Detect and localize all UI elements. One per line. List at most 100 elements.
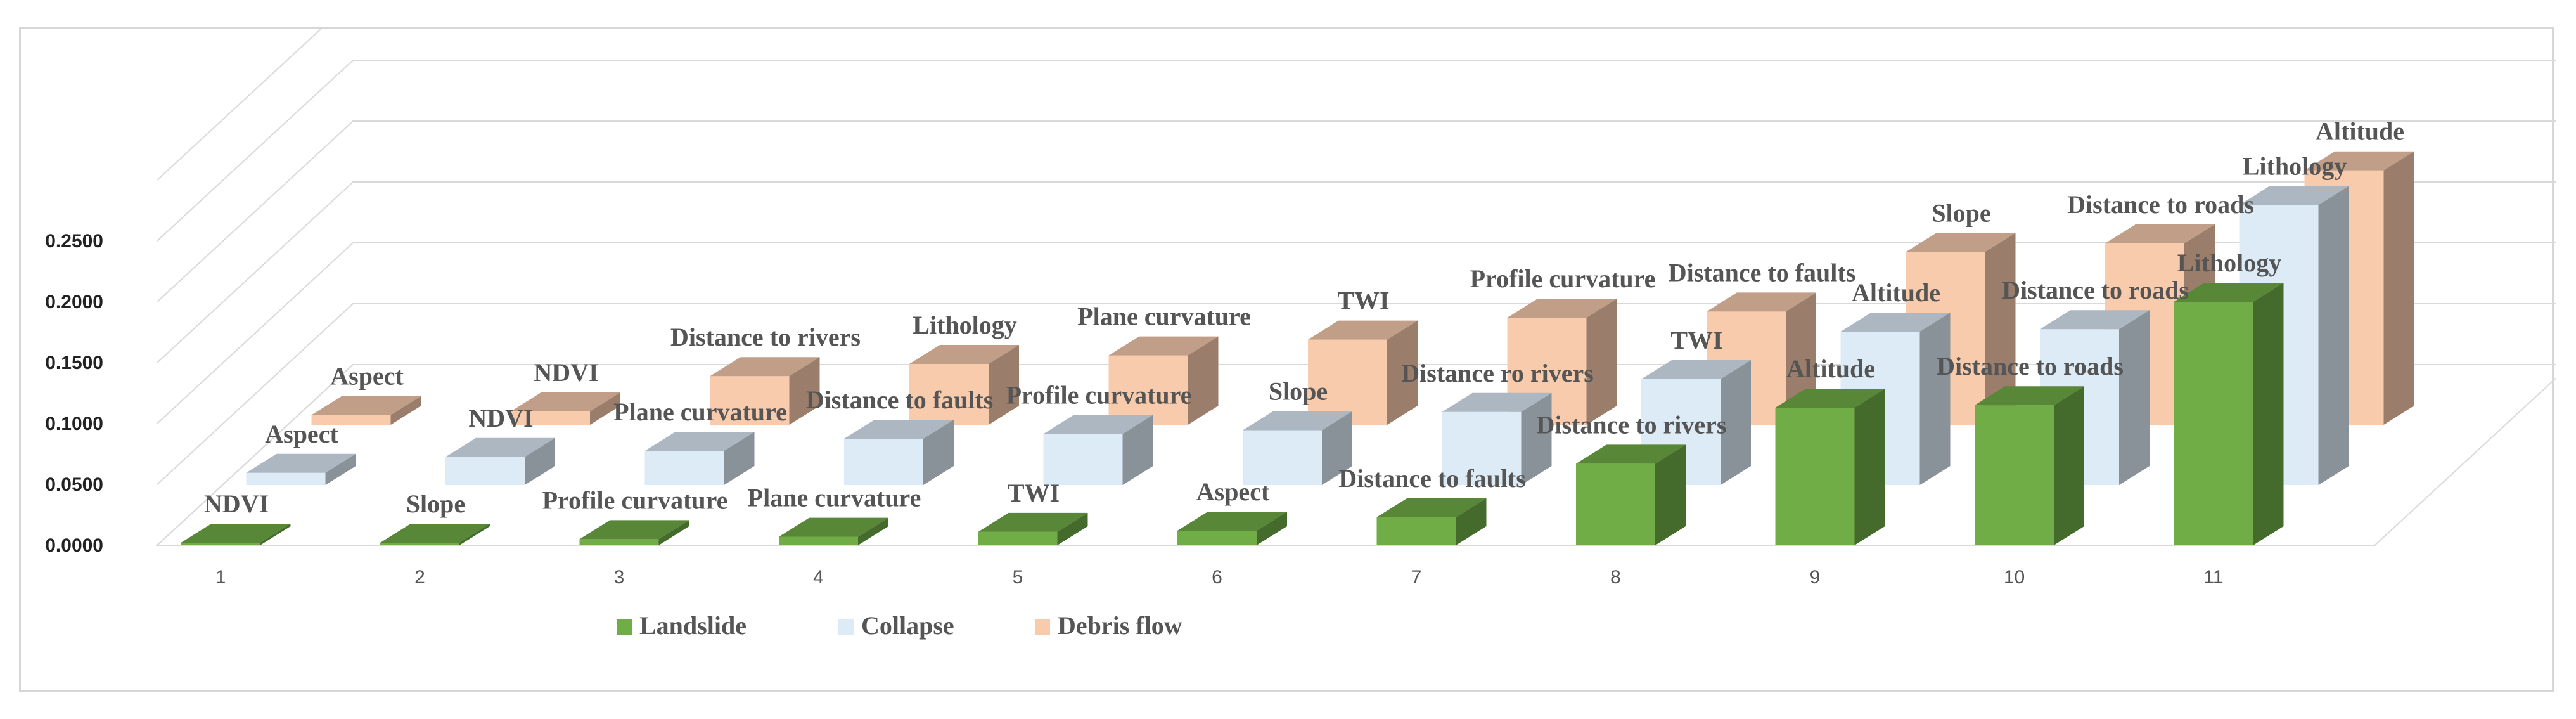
- bar-debris-flow: [511, 392, 620, 425]
- bar-side-face: [390, 396, 421, 425]
- bar-top-face: [1707, 292, 1816, 312]
- bar-collapse: [844, 420, 954, 485]
- bar-debris-flow: [1308, 320, 1418, 425]
- data-label: NDVI: [468, 404, 533, 432]
- bar-side-face: [2383, 151, 2414, 425]
- bar-debris-flow: [1108, 336, 1219, 425]
- data-label: Distance to roads: [2067, 190, 2254, 219]
- bar-landslide: [1775, 389, 1885, 545]
- bar-landslide: [1376, 498, 1487, 545]
- data-label: Distance to faults: [806, 385, 994, 414]
- bar-top-face: [511, 392, 620, 411]
- data-label: TWI: [1337, 287, 1389, 315]
- bar-side-face: [658, 520, 689, 545]
- bar-top-face: [1507, 299, 1617, 318]
- bar-landslide: [779, 517, 888, 545]
- category-label: 1: [215, 567, 226, 588]
- data-label: Distance to roads: [1937, 352, 2124, 380]
- bar-top-face: [2239, 186, 2349, 205]
- grid-layer: [155, 29, 2556, 546]
- bar-collapse: [1043, 415, 1153, 485]
- bar-front-face: [311, 415, 391, 425]
- bar-side-face: [1387, 320, 1418, 425]
- y-tick-label: 0.0500: [45, 474, 103, 495]
- bar-side-face: [1057, 512, 1088, 545]
- bar-collapse: [644, 432, 755, 485]
- category-label: 4: [813, 567, 824, 588]
- bar-side-face: [1655, 444, 1686, 545]
- bar-top-face: [1775, 389, 1885, 408]
- bar-side-face: [1122, 415, 1153, 485]
- bar-collapse: [246, 453, 356, 485]
- bar-top-face: [2174, 283, 2284, 302]
- data-label: Lithology: [913, 311, 1016, 339]
- bar-front-face: [779, 536, 858, 545]
- legend: Landslide Collapse Debris flow: [617, 611, 1182, 640]
- bar-top-face: [1906, 233, 2016, 252]
- data-label: Lithology: [2243, 152, 2347, 180]
- data-label: TWI: [1008, 479, 1060, 507]
- gridline: [157, 303, 2556, 485]
- bar-top-face: [1376, 498, 1487, 517]
- data-label: TWI: [1670, 326, 1722, 354]
- bar-front-face: [1108, 355, 1188, 425]
- bar-front-face: [579, 539, 659, 545]
- bar-top-face: [246, 453, 356, 473]
- bar-landslide: [579, 520, 689, 545]
- bar-side-face: [2054, 386, 2084, 545]
- bar-side-face: [923, 420, 954, 485]
- category-label: 5: [1013, 567, 1023, 588]
- bar-front-face: [1442, 411, 1522, 485]
- bar-top-face: [1177, 512, 1287, 531]
- bar-top-face: [2040, 310, 2150, 330]
- bar-front-face: [644, 451, 724, 485]
- y-tick-label: 0.0000: [45, 535, 103, 556]
- data-label: Aspect: [265, 420, 338, 448]
- bar-front-face: [844, 439, 923, 485]
- data-label: Distance to roads: [2002, 276, 2189, 304]
- gridline: [157, 181, 2556, 363]
- bar-top-face: [1975, 386, 2084, 406]
- data-label: Slope: [1269, 377, 1328, 406]
- bar-side-face: [590, 392, 620, 425]
- data-label: Aspect: [1196, 477, 1270, 506]
- bar-front-face: [1308, 339, 1387, 425]
- bar-side-face: [1985, 233, 2016, 425]
- bar-top-face: [380, 524, 490, 543]
- bar-front-face: [1576, 463, 1655, 545]
- bar-top-face: [1243, 411, 1352, 431]
- gridline: [157, 29, 323, 181]
- data-label: NDVI: [204, 489, 269, 518]
- bar-side-face: [260, 524, 291, 545]
- bar-side-face: [2318, 186, 2349, 485]
- bar-front-face: [978, 531, 1058, 545]
- bar-side-face: [1456, 498, 1487, 545]
- data-label: Profile curvature: [1470, 264, 1656, 293]
- bar-front-face: [181, 543, 260, 545]
- bar-side-face: [2253, 283, 2284, 545]
- bar-top-face: [311, 396, 421, 415]
- bar-top-face: [1043, 415, 1153, 434]
- bar-front-face: [710, 376, 790, 425]
- data-label: Plane curvature: [748, 484, 921, 512]
- gridline: [157, 60, 2556, 242]
- legend-entry: Landslide: [639, 611, 747, 640]
- legend-swatch: [1035, 619, 1050, 635]
- y-tick-label: 0.2500: [45, 231, 103, 252]
- bar-front-face: [1975, 405, 2054, 545]
- category-label: 10: [2004, 567, 2025, 588]
- bar-top-face: [1108, 336, 1219, 356]
- bars-layer: [181, 151, 2414, 545]
- bar-landslide: [1576, 444, 1686, 545]
- category-label: 3: [614, 567, 625, 588]
- bar-side-face: [2119, 310, 2150, 485]
- y-axis: 0.0000 0.0500 0.1000 0.1500 0.2000 0.2500: [45, 231, 103, 556]
- data-label: Distance to rivers: [1537, 410, 1727, 439]
- bar-front-face: [445, 457, 525, 485]
- data-label: Altitude: [2316, 117, 2404, 146]
- bar-front-face: [1043, 434, 1123, 485]
- bar-landslide: [2174, 283, 2284, 545]
- bar-landslide: [1975, 386, 2084, 545]
- bar-collapse: [1442, 392, 1552, 485]
- bar-front-face: [380, 543, 459, 545]
